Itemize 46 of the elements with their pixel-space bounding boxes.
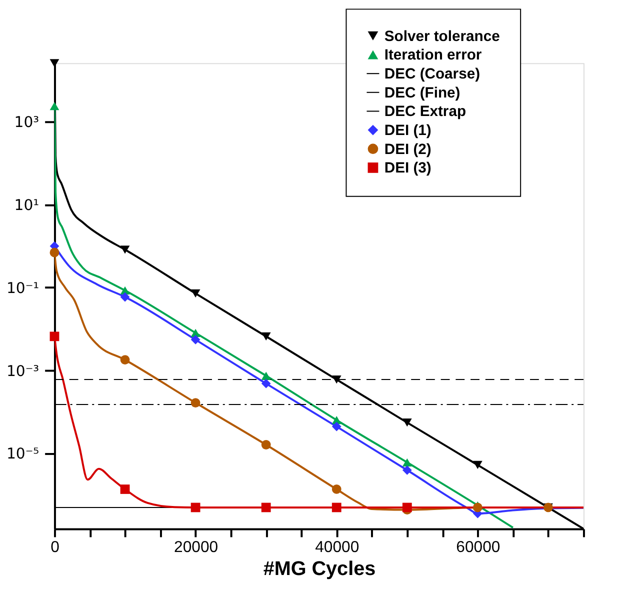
x-tick-label: 20000 <box>174 539 218 556</box>
point <box>120 484 130 494</box>
point <box>190 398 200 408</box>
x-tick-label: 0 <box>50 539 60 556</box>
legend-label: DEI (3) <box>384 160 432 177</box>
point <box>332 422 342 432</box>
point <box>190 502 200 512</box>
point <box>402 418 412 427</box>
y-tick-label: 10⁻⁵ <box>6 444 40 463</box>
point <box>402 502 412 512</box>
legend-label: DEI (2) <box>384 142 432 158</box>
point <box>120 292 130 302</box>
point <box>50 248 60 258</box>
y-tick-label: 10⁻³ <box>6 362 40 380</box>
point <box>50 59 60 68</box>
x-tick-label: 40000 <box>315 539 360 556</box>
point <box>472 502 482 512</box>
point <box>120 246 130 254</box>
point <box>332 484 342 494</box>
legend-label: DEC Extrap <box>384 104 466 120</box>
point <box>261 372 271 380</box>
x-axis-title: #MG Cycles <box>263 558 376 580</box>
point <box>190 289 200 298</box>
point <box>261 502 271 512</box>
point <box>50 332 60 342</box>
point <box>332 502 342 512</box>
y-tick-label: 10¹ <box>14 196 40 214</box>
point <box>261 440 271 450</box>
legend-label: Solver tolerance <box>384 28 500 45</box>
point <box>190 328 200 338</box>
x-tick-label: 60000 <box>456 539 500 556</box>
legend-label: DEC (Fine) <box>384 85 460 102</box>
point <box>120 355 130 364</box>
point <box>402 465 412 475</box>
legend-label: DEC (Coarse) <box>384 66 480 83</box>
point <box>332 375 342 384</box>
y-tick-label: 10⁻¹ <box>6 278 40 297</box>
point <box>261 378 271 388</box>
point <box>261 332 271 340</box>
legend-label: DEI (1) <box>384 122 432 139</box>
point <box>50 102 60 110</box>
point <box>190 334 200 344</box>
y-tick-label: 10³ <box>14 113 40 132</box>
point <box>472 460 482 470</box>
legend-label: Iteration error <box>384 48 482 64</box>
point <box>402 458 412 466</box>
